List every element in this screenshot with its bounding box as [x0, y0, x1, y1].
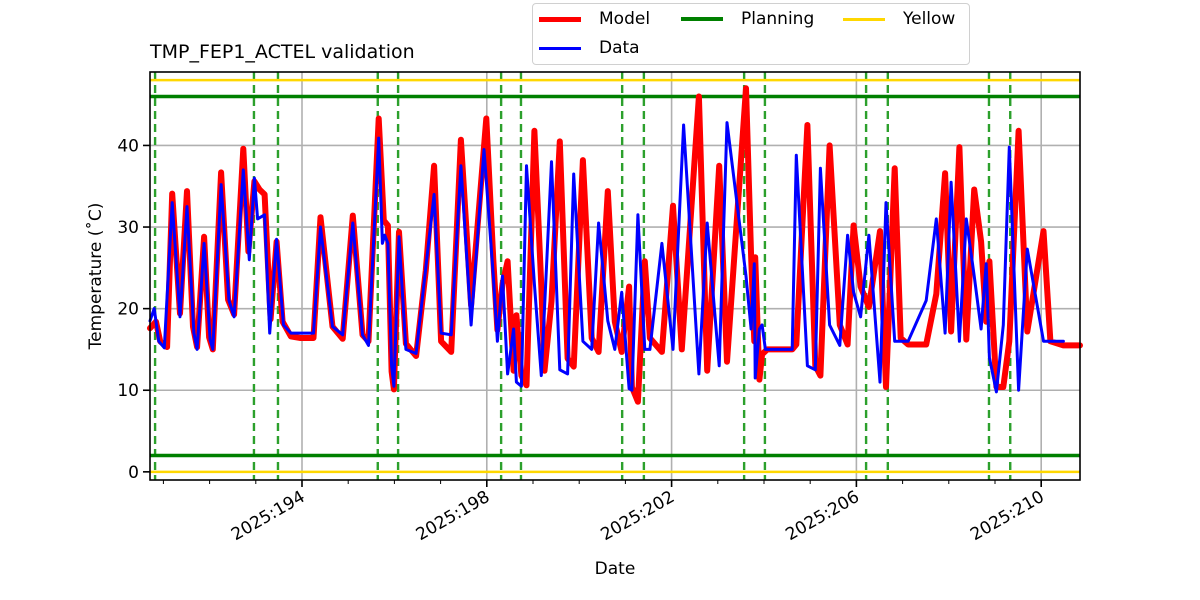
legend-item-yellow: Yellow: [843, 9, 955, 29]
legend-item-planning: Planning: [681, 9, 814, 29]
y-tick-label: 30: [117, 218, 139, 238]
data-series-line: [148, 121, 1065, 394]
legend-label-data: Data: [599, 38, 640, 58]
limit-lines: [150, 78, 1080, 474]
legend-label-yellow: Yellow: [903, 9, 956, 29]
chart-title: TMP_FEP1_ACTEL validation: [149, 41, 415, 63]
y-tick-label: 0: [128, 463, 139, 483]
series-group: [147, 85, 1083, 405]
legend-label-planning: Planning: [741, 9, 815, 29]
legend: Model Data Planning Yellow: [532, 3, 970, 65]
legend-swatch-data: [539, 46, 581, 50]
y-axis: 0 10 20 30 40: [117, 136, 150, 483]
legend-item-data: Data: [539, 38, 640, 58]
legend-label-model: Model: [599, 9, 651, 29]
plot-frame: [149, 71, 1081, 481]
legend-swatch-yellow: [843, 17, 885, 21]
event-vlines: [153, 72, 1012, 480]
y-axis-label: Temperature (˚C): [85, 203, 106, 351]
legend-item-model: Model: [539, 9, 650, 29]
y-tick-label: 10: [117, 381, 139, 401]
y-tick-label: 40: [117, 136, 139, 156]
x-axis-label: Date: [595, 559, 636, 579]
y-tick-label: 20: [117, 300, 139, 320]
legend-swatch-planning: [681, 17, 723, 21]
legend-swatch-model: [539, 16, 581, 22]
